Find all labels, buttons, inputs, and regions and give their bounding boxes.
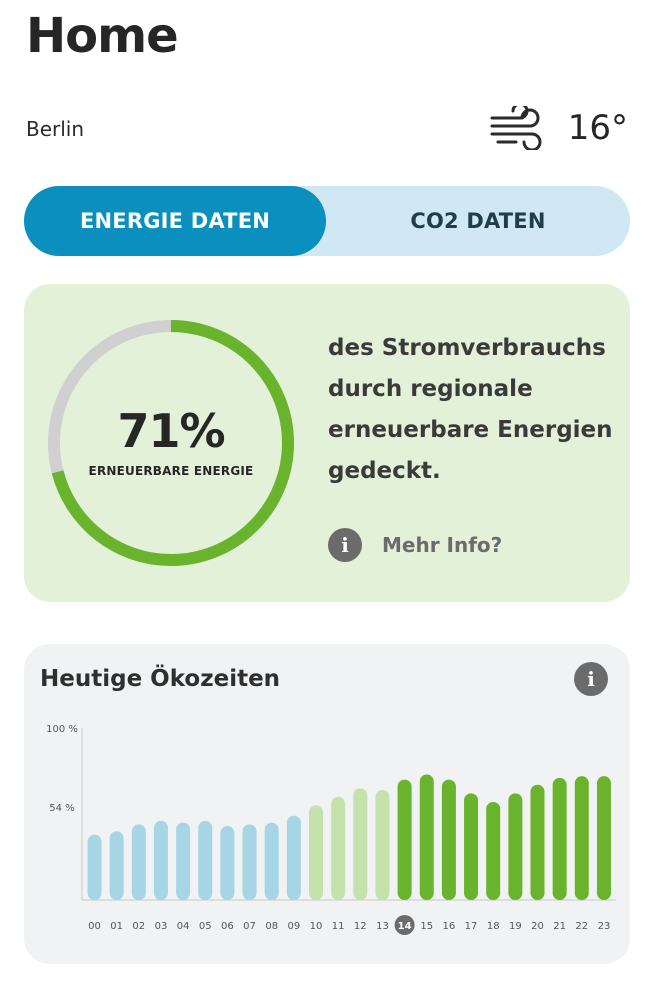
tab-energie-daten[interactable]: ENERGIE DATEN — [24, 186, 326, 256]
chart-bar — [264, 822, 279, 900]
x-tick-label: 13 — [376, 921, 389, 932]
chart-bar — [87, 834, 102, 900]
description-line: durch regionale — [328, 376, 533, 402]
x-tick-label: 00 — [88, 921, 101, 932]
x-tick-label: 23 — [598, 921, 611, 932]
chart-bar — [353, 788, 368, 900]
chart-bar — [309, 805, 323, 900]
chart-bar — [375, 789, 390, 900]
chart-bar — [153, 820, 168, 900]
renewable-label: ERNEUERBARE ENERGIE — [88, 464, 254, 478]
page-title: Home — [26, 8, 179, 64]
chart-bar — [552, 777, 567, 900]
x-tick-label: 20 — [531, 921, 544, 932]
eco-times-chart: 100 % 54 % 00 01 02 03 04 05 06 07 08 09 10 11 12 13 14 1… — [46, 724, 616, 935]
x-tick-label: 09 — [287, 921, 300, 932]
x-tick-label: 11 — [332, 921, 345, 932]
renewable-progress-ring — [48, 320, 294, 566]
renewable-energy-card: 71% ERNEUERBARE ENERGIE des Stromverbrau… — [24, 284, 630, 602]
info-icon: i — [328, 528, 362, 562]
x-tick-label: 02 — [132, 921, 145, 932]
data-tabs: ENERGIE DATEN CO2 DATEN — [24, 186, 630, 256]
more-info-link[interactable]: i Mehr Info? — [328, 528, 502, 562]
chart-bar — [596, 776, 611, 900]
more-info-label: Mehr Info? — [382, 533, 503, 557]
chart-bar — [464, 793, 479, 900]
chart-bar — [441, 779, 456, 900]
x-tick-label: 21 — [553, 921, 566, 932]
description-line: gedeckt. — [328, 458, 441, 484]
tab-co2-daten[interactable]: CO2 DATEN — [410, 209, 546, 233]
x-tick-label: 14 — [398, 921, 412, 932]
x-tick-label: 15 — [420, 921, 433, 932]
chart-bar — [131, 824, 146, 900]
x-tick-label: 08 — [265, 921, 278, 932]
wind-icon — [490, 106, 542, 150]
chart-bar — [331, 796, 346, 900]
x-tick-label: 17 — [465, 921, 478, 932]
x-tick-label: 01 — [110, 921, 123, 932]
chart-bar — [286, 815, 301, 900]
description-line: erneuerbare Energien — [328, 417, 613, 443]
info-icon[interactable]: i — [574, 662, 608, 696]
x-tick-label: 07 — [243, 921, 256, 932]
description-line: des Stromverbrauchs — [328, 335, 606, 361]
weather-widget: 16° — [490, 106, 628, 150]
x-tick-label: 10 — [310, 921, 323, 932]
energy-description: des Stromverbrauchs durch regionale erne… — [328, 328, 618, 492]
eco-times-card: Heutige Ökozeiten i 100 % 54 % 00 01 02 03 04 0… — [24, 644, 630, 964]
chart-bar — [419, 774, 434, 900]
eco-times-title: Heutige Ökozeiten — [40, 666, 281, 692]
temperature: 16° — [567, 108, 628, 148]
chart-bar — [109, 831, 124, 900]
city-name: Berlin — [26, 117, 85, 141]
x-tick-label: 03 — [155, 921, 168, 932]
y-tick-label: 54 % — [49, 803, 74, 814]
ring-fill — [48, 320, 294, 566]
x-tick-label: 19 — [509, 921, 522, 932]
chart-bar — [574, 776, 589, 900]
chart-bar — [486, 801, 501, 900]
x-tick-label: 05 — [199, 921, 212, 932]
x-tick-label: 12 — [354, 921, 367, 932]
x-tick-label: 04 — [177, 921, 190, 932]
x-tick-label: 18 — [487, 921, 500, 932]
chart-bar — [242, 824, 257, 900]
chart-bar — [176, 822, 191, 900]
chart-bar — [198, 820, 213, 900]
chart-bar — [508, 793, 523, 900]
y-tick-label: 100 % — [46, 724, 78, 735]
current-hour-marker — [394, 915, 415, 935]
chart-bar — [530, 784, 545, 900]
renewable-percent: 71% — [117, 404, 225, 458]
x-tick-label: 22 — [575, 921, 588, 932]
x-tick-label: 06 — [221, 921, 234, 932]
x-tick-label: 16 — [443, 921, 456, 932]
chart-bar — [220, 826, 235, 900]
chart-bar — [397, 779, 412, 900]
